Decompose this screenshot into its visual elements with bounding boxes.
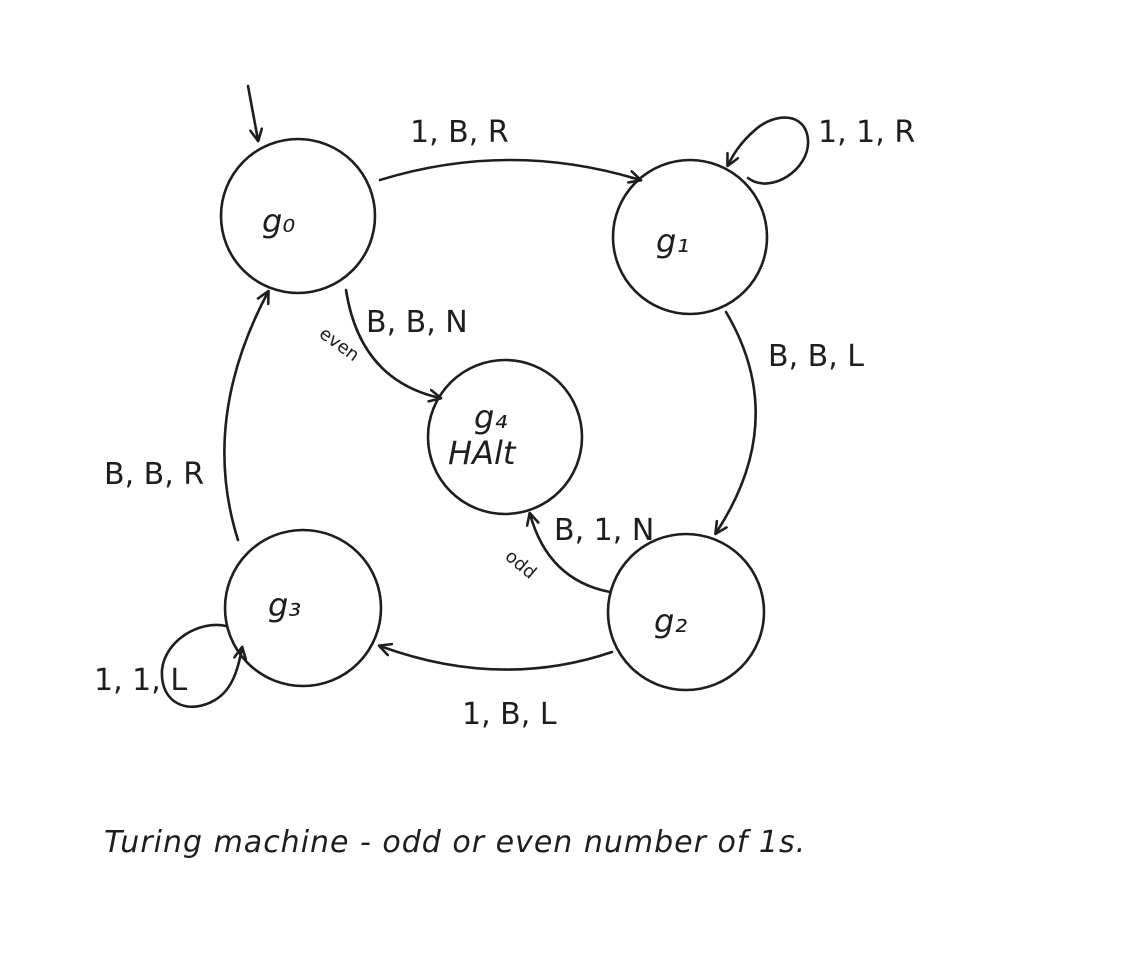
state-q0: g₀ xyxy=(219,137,377,295)
edge-q3-self-loop xyxy=(160,623,242,709)
edge-q2-q3 xyxy=(380,646,614,671)
edge-q2-q4-label: B, 1, N xyxy=(554,513,654,548)
edge-q1-q1-label: 1, 1, R xyxy=(818,115,915,150)
edge-q1-q2-label: B, B, L xyxy=(768,339,864,374)
state-q0-label: g₀ xyxy=(262,202,295,240)
edge-q1-q2 xyxy=(716,310,757,533)
edge-q2-q4 xyxy=(530,514,612,594)
state-q1-label: g₁ xyxy=(656,222,689,260)
state-q2: g₂ xyxy=(606,532,766,692)
state-q3-label: g₃ xyxy=(268,586,301,624)
edge-q0-q1 xyxy=(378,158,640,180)
state-q4-halt-label: HAlt xyxy=(448,434,517,472)
state-q4-halt: g₄ HAlt xyxy=(426,358,584,516)
state-q2-label: g₂ xyxy=(654,602,687,640)
edge-q2-q3-label: 1, B, L xyxy=(462,697,557,732)
state-q1: g₁ xyxy=(611,158,769,316)
edge-q3-q3-label: 1, 1, L xyxy=(94,663,187,698)
edge-q0-q4-label: B, B, N xyxy=(366,305,468,340)
start-arrow xyxy=(246,84,258,140)
edge-q3-q0-label: B, B, R xyxy=(104,457,204,492)
edge-q1-self-loop xyxy=(728,116,810,185)
diagram-caption: Turing machine - odd or even number of 1… xyxy=(104,825,806,860)
edge-q0-q1-label: 1, B, R xyxy=(410,115,509,150)
edge-q0-q4 xyxy=(344,288,440,398)
edge-q3-q0 xyxy=(223,292,268,542)
state-q3: g₃ xyxy=(223,528,383,688)
state-q4-label: g₄ xyxy=(474,398,507,436)
edge-q2-q4-note: odd xyxy=(501,546,540,584)
